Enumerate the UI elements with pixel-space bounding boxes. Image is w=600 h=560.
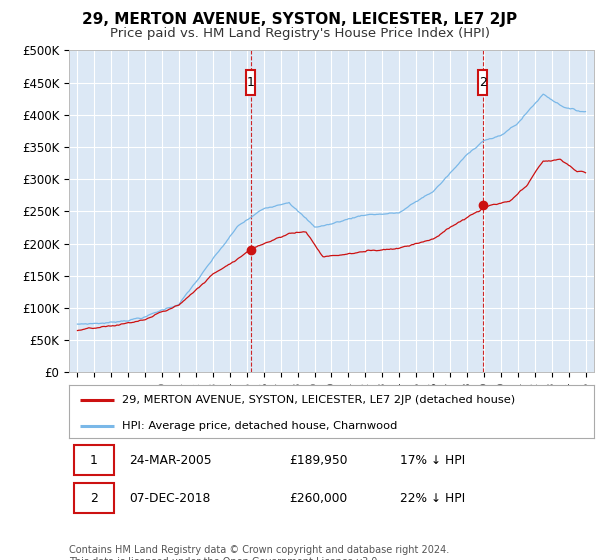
Text: £260,000: £260,000 <box>290 492 348 505</box>
Text: 24-MAR-2005: 24-MAR-2005 <box>130 454 212 466</box>
FancyBboxPatch shape <box>478 71 487 95</box>
Text: 29, MERTON AVENUE, SYSTON, LEICESTER, LE7 2JP: 29, MERTON AVENUE, SYSTON, LEICESTER, LE… <box>82 12 518 27</box>
Text: 17% ↓ HPI: 17% ↓ HPI <box>400 454 465 466</box>
FancyBboxPatch shape <box>74 445 113 475</box>
Text: 29, MERTON AVENUE, SYSTON, LEICESTER, LE7 2JP (detached house): 29, MERTON AVENUE, SYSTON, LEICESTER, LE… <box>121 395 515 405</box>
Text: 1: 1 <box>247 76 254 89</box>
Text: 2: 2 <box>479 76 487 89</box>
Text: Contains HM Land Registry data © Crown copyright and database right 2024.
This d: Contains HM Land Registry data © Crown c… <box>69 545 449 560</box>
FancyBboxPatch shape <box>246 71 255 95</box>
Text: 07-DEC-2018: 07-DEC-2018 <box>130 492 211 505</box>
Text: HPI: Average price, detached house, Charnwood: HPI: Average price, detached house, Char… <box>121 421 397 431</box>
Text: 22% ↓ HPI: 22% ↓ HPI <box>400 492 465 505</box>
Text: 2: 2 <box>90 492 98 505</box>
Text: 1: 1 <box>90 454 98 466</box>
Text: £189,950: £189,950 <box>290 454 348 466</box>
Text: Price paid vs. HM Land Registry's House Price Index (HPI): Price paid vs. HM Land Registry's House … <box>110 27 490 40</box>
FancyBboxPatch shape <box>74 483 113 513</box>
